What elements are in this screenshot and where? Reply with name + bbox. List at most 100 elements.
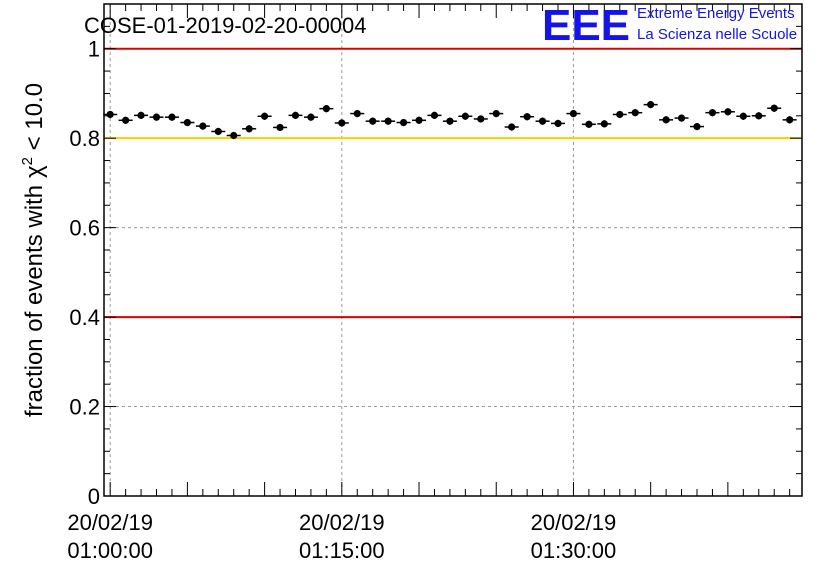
data-point bbox=[273, 123, 288, 132]
y-tick-label: 1 bbox=[88, 37, 100, 62]
data-point-marker bbox=[477, 115, 485, 123]
data-point-marker bbox=[662, 116, 670, 124]
y-tick-label: 0.4 bbox=[69, 305, 100, 330]
data-point bbox=[442, 117, 457, 125]
grid-lines bbox=[104, 4, 802, 496]
data-point bbox=[396, 118, 411, 127]
y-tick-label: 0.8 bbox=[69, 126, 100, 151]
data-point-marker bbox=[554, 119, 562, 128]
x-tick-label-date: 20/02/19 bbox=[531, 510, 617, 535]
data-point-marker bbox=[708, 109, 717, 117]
data-point bbox=[319, 105, 334, 113]
data-point bbox=[751, 112, 766, 120]
data-point-marker bbox=[739, 112, 747, 120]
data-point bbox=[674, 114, 689, 122]
data-point-marker bbox=[724, 108, 732, 116]
data-point bbox=[489, 109, 504, 118]
y-axis-label-tail: < 10.0 bbox=[21, 83, 48, 157]
logo-line-1: Extreme Energy Events bbox=[637, 5, 795, 22]
y-axis-label-sup: 2 bbox=[19, 157, 36, 165]
data-point-marker bbox=[152, 113, 161, 121]
data-point bbox=[118, 116, 133, 124]
logo-line-2: La Scienza nelle Scuole bbox=[637, 26, 797, 43]
data-point-marker bbox=[245, 125, 253, 133]
x-tick-label-date: 20/02/19 bbox=[299, 510, 385, 535]
data-point-marker bbox=[492, 109, 500, 118]
y-tick-label: 0.2 bbox=[69, 395, 100, 420]
data-point-marker bbox=[616, 110, 624, 119]
chart-title: COSE-01-2019-02-20-00004 bbox=[84, 13, 367, 38]
data-point bbox=[303, 113, 318, 121]
data-point-marker bbox=[183, 118, 191, 127]
data-point bbox=[381, 117, 396, 125]
data-point bbox=[520, 113, 535, 121]
logo-mark: EEE bbox=[542, 1, 630, 50]
x-axis-ticks: 20/02/19 01:00:00 20/02/19 01:15:00 20/02/19… bbox=[67, 4, 791, 563]
data-point bbox=[643, 101, 658, 109]
data-point bbox=[149, 113, 164, 121]
data-point bbox=[720, 108, 735, 116]
data-point bbox=[226, 131, 241, 140]
data-point-marker bbox=[677, 114, 686, 122]
x-tick-label-date: 20/02/19 bbox=[67, 510, 153, 535]
data-point bbox=[612, 110, 627, 119]
data-point bbox=[103, 110, 118, 119]
data-point bbox=[782, 116, 797, 124]
y-axis-label-chi: χ bbox=[21, 165, 48, 178]
data-point-marker bbox=[430, 111, 439, 119]
data-point-marker bbox=[230, 131, 238, 140]
data-point bbox=[365, 117, 380, 125]
data-point bbox=[551, 119, 566, 128]
data-points bbox=[103, 101, 797, 140]
data-point-marker bbox=[538, 117, 547, 125]
data-point bbox=[705, 109, 720, 117]
x-tick-label-time: 01:30:00 bbox=[531, 538, 617, 563]
data-point bbox=[195, 122, 210, 130]
data-point-marker bbox=[199, 122, 207, 130]
data-point bbox=[597, 120, 612, 128]
data-point-marker bbox=[399, 118, 408, 127]
data-point-marker bbox=[770, 104, 778, 112]
data-point bbox=[211, 127, 226, 136]
data-point-marker bbox=[461, 112, 469, 120]
data-point-marker bbox=[786, 116, 794, 124]
data-point-marker bbox=[585, 120, 593, 128]
data-point-marker bbox=[384, 117, 392, 125]
data-point bbox=[180, 118, 195, 127]
data-point bbox=[350, 109, 365, 118]
data-point-marker bbox=[569, 109, 578, 118]
data-point bbox=[164, 113, 179, 121]
data-point bbox=[504, 123, 519, 131]
data-point bbox=[257, 112, 272, 120]
data-point bbox=[566, 109, 581, 118]
data-point-marker bbox=[307, 113, 315, 121]
data-point-marker bbox=[446, 117, 454, 125]
data-point-marker bbox=[122, 116, 130, 124]
data-point-marker bbox=[693, 122, 701, 131]
data-point bbox=[334, 119, 349, 127]
x-tick-label-time: 01:00:00 bbox=[67, 538, 153, 563]
data-point-marker bbox=[291, 111, 300, 119]
data-point bbox=[242, 125, 257, 133]
data-point-marker bbox=[755, 112, 763, 120]
y-tick-label: 0 bbox=[88, 484, 100, 509]
data-point bbox=[736, 112, 751, 120]
data-point-marker bbox=[508, 123, 516, 131]
data-point bbox=[581, 120, 596, 128]
data-point bbox=[689, 122, 704, 131]
data-point-marker bbox=[261, 112, 269, 120]
y-axis-ticks: 0 0.2 0.4 0.6 0.8 1 bbox=[69, 3, 802, 509]
data-point-marker bbox=[600, 120, 608, 128]
plot-frame bbox=[103, 3, 803, 497]
data-point-marker bbox=[369, 117, 377, 125]
eee-logo: EEE Extreme Energy Events La Scienza nel… bbox=[542, 1, 797, 50]
data-point bbox=[134, 111, 149, 119]
data-point bbox=[427, 111, 442, 119]
data-point-marker bbox=[168, 113, 176, 121]
data-point-marker bbox=[647, 101, 655, 109]
data-point bbox=[767, 104, 782, 112]
y-axis-label-main: fraction of events with bbox=[21, 185, 48, 417]
x-tick-label-time: 01:15:00 bbox=[299, 538, 385, 563]
data-point-marker bbox=[322, 105, 330, 113]
